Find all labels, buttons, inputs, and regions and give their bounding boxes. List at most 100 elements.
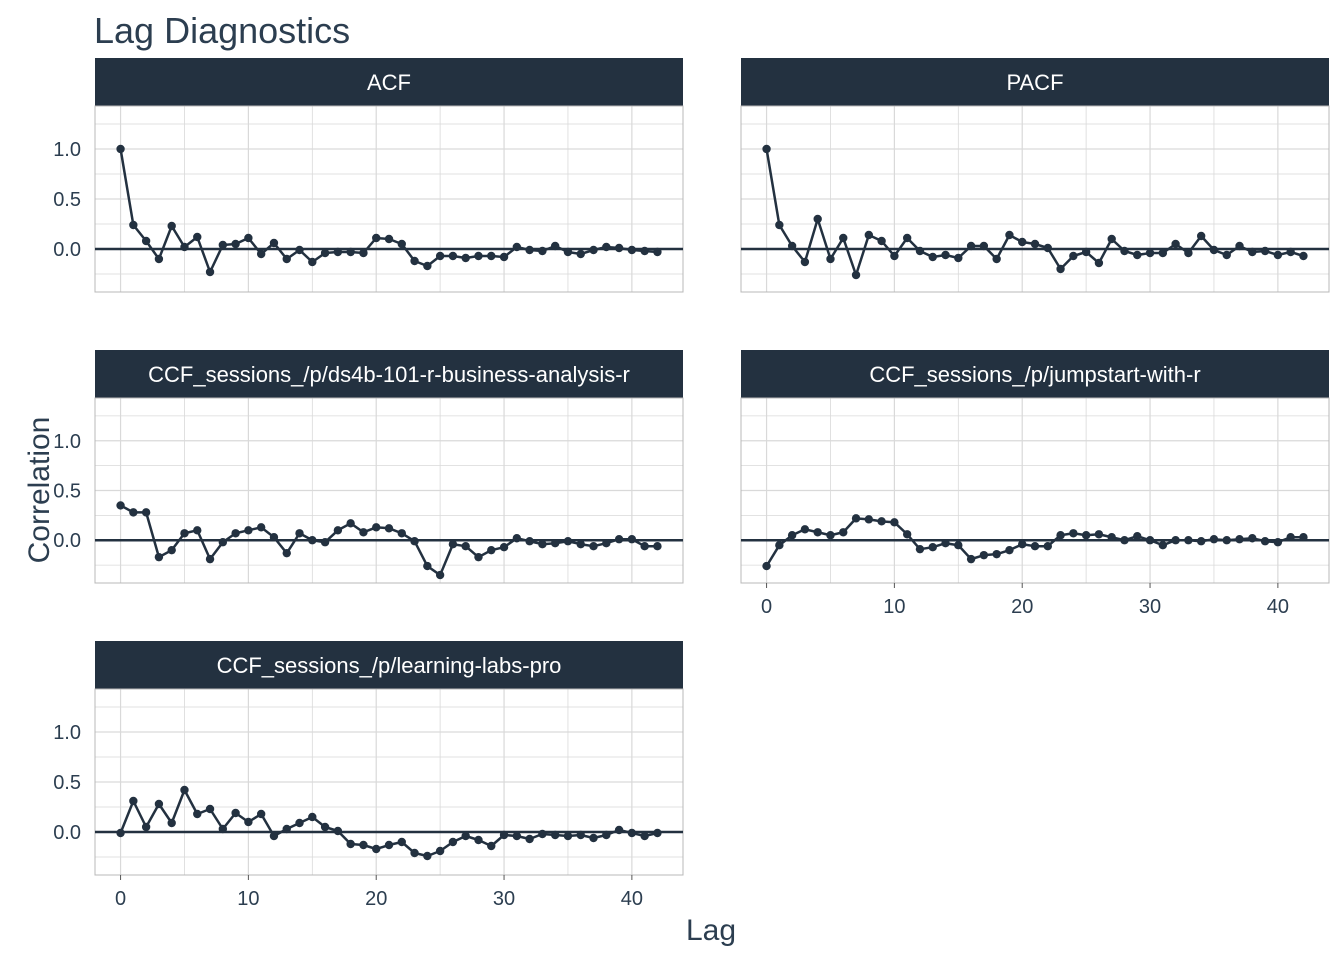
data-point <box>915 246 925 256</box>
data-point <box>1056 264 1065 274</box>
data-point <box>890 518 899 527</box>
data-point <box>602 242 611 252</box>
data-point <box>423 261 432 271</box>
data-point <box>141 508 151 517</box>
panel-border <box>94 688 684 876</box>
y-tick-label: 1.0 <box>53 431 81 453</box>
data-point <box>941 539 950 548</box>
data-point <box>563 247 573 257</box>
data-point <box>762 144 771 154</box>
data-point <box>346 247 355 257</box>
data-point <box>1222 250 1231 260</box>
data-point <box>372 233 381 243</box>
data-point <box>410 848 419 858</box>
data-point <box>525 537 534 546</box>
data-point <box>448 540 458 549</box>
data-point <box>141 822 151 832</box>
data-point <box>308 257 317 267</box>
data-point <box>1043 541 1052 551</box>
data-point <box>487 251 496 261</box>
data-point <box>461 253 470 263</box>
data-point <box>1248 247 1257 257</box>
data-point <box>787 531 797 540</box>
data-point <box>295 818 304 828</box>
data-point <box>167 221 176 231</box>
data-point <box>915 544 925 554</box>
facet-strip <box>95 58 683 106</box>
data-point <box>525 245 534 255</box>
y-tick-label: 1.0 <box>53 139 81 161</box>
data-point <box>576 830 585 840</box>
data-point <box>1018 540 1027 549</box>
data-point <box>928 542 937 552</box>
data-point <box>1107 533 1116 542</box>
data-point <box>1158 541 1168 550</box>
data-point <box>359 840 368 850</box>
data-point <box>256 523 266 532</box>
x-axis-label: Lag <box>685 914 737 947</box>
y-tick-label: 1.0 <box>53 722 81 744</box>
data-point <box>627 828 637 838</box>
data-point <box>992 254 1001 264</box>
data-point <box>1094 530 1104 539</box>
data-point <box>1209 535 1219 544</box>
data-point <box>1260 246 1270 256</box>
data-point <box>1235 241 1244 251</box>
data-point <box>269 238 279 248</box>
facet-strip-label: CCF_sessions_/p/ds4b-101-r-business-anal… <box>148 362 630 387</box>
data-point <box>256 809 266 819</box>
x-tick-label: 20 <box>1011 596 1033 618</box>
data-point <box>1120 536 1129 545</box>
data-point <box>614 535 624 544</box>
data-point <box>346 519 355 528</box>
data-point <box>282 254 291 264</box>
data-point <box>1018 237 1027 247</box>
data-point <box>244 526 253 535</box>
data-point <box>359 248 368 258</box>
data-point <box>384 840 394 850</box>
data-point <box>640 831 649 841</box>
data-point <box>902 233 912 243</box>
data-point <box>589 245 598 255</box>
data-point <box>813 528 822 537</box>
facet-panel: CCF_sessions_/p/jumpstart-with-r 0 10 20 30 4… <box>740 350 1330 618</box>
data-point <box>550 830 560 840</box>
data-point <box>1171 536 1180 545</box>
facet-strip <box>741 350 1329 398</box>
data-point <box>640 541 649 551</box>
data-point <box>461 541 470 551</box>
data-point <box>538 540 547 549</box>
data-point <box>928 252 937 262</box>
data-point <box>1145 536 1155 545</box>
data-point <box>320 822 330 832</box>
panel-border <box>740 397 1330 584</box>
data-point <box>864 230 874 240</box>
data-point <box>308 536 317 545</box>
x-tick-label: 30 <box>1139 596 1161 618</box>
x-tick-label: 30 <box>493 888 515 910</box>
data-point <box>384 524 394 533</box>
data-point <box>1030 239 1040 249</box>
data-point <box>141 236 151 246</box>
data-point <box>1260 537 1270 546</box>
data-point <box>244 817 253 827</box>
data-point <box>1133 250 1142 260</box>
data-point <box>890 251 899 261</box>
data-point <box>538 829 547 839</box>
data-point <box>218 240 228 250</box>
data-point <box>775 220 784 230</box>
data-point <box>1133 532 1142 541</box>
data-point <box>614 825 624 835</box>
data-point <box>1094 258 1104 268</box>
data-point <box>1069 251 1078 261</box>
data-point <box>448 251 458 261</box>
data-point <box>512 534 522 543</box>
data-point <box>640 246 649 256</box>
data-point <box>1299 251 1308 261</box>
data-point <box>1196 231 1206 241</box>
facet-strip <box>741 58 1329 106</box>
data-point <box>474 552 483 562</box>
data-point <box>1005 230 1014 240</box>
data-point <box>193 809 202 819</box>
